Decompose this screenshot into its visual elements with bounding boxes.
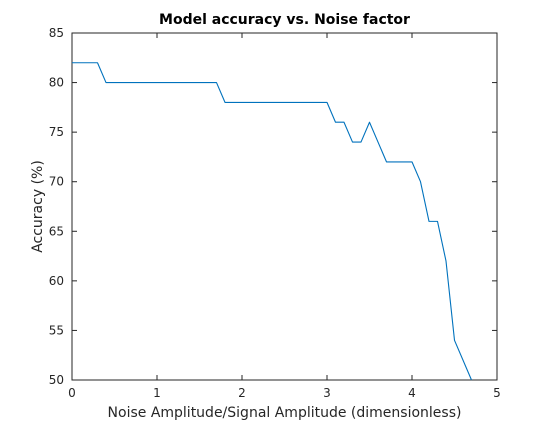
y-tick-label: 50: [49, 373, 64, 387]
y-tick-label: 85: [49, 26, 64, 40]
x-axis: 0 1 2 3 4 5: [68, 33, 501, 400]
chart-title: Model accuracy vs. Noise factor: [159, 12, 410, 28]
series-line: [72, 62, 473, 381]
series-layer: [72, 62, 473, 381]
y-tick-label: 60: [49, 274, 64, 288]
x-tick-label: 0: [68, 386, 76, 400]
x-tick-label: 3: [323, 386, 331, 400]
x-tick-label: 5: [493, 386, 501, 400]
plot-area: [71, 32, 498, 381]
y-axis-label: Accuracy (%): [30, 160, 46, 253]
y-tick-label: 65: [49, 224, 64, 238]
y-tick-label: 70: [49, 175, 64, 189]
y-tick-label: 75: [49, 125, 64, 139]
y-tick-label: 80: [49, 76, 64, 90]
x-axis-label: Noise Amplitude/Signal Amplitude (dimens…: [108, 405, 462, 421]
x-tick-label: 1: [153, 386, 161, 400]
x-tick-label: 4: [408, 386, 416, 400]
y-axis: 50 55 60 65 70 75 80 85: [49, 26, 497, 387]
y-tick-label: 55: [49, 323, 64, 337]
x-tick-label: 2: [238, 386, 246, 400]
